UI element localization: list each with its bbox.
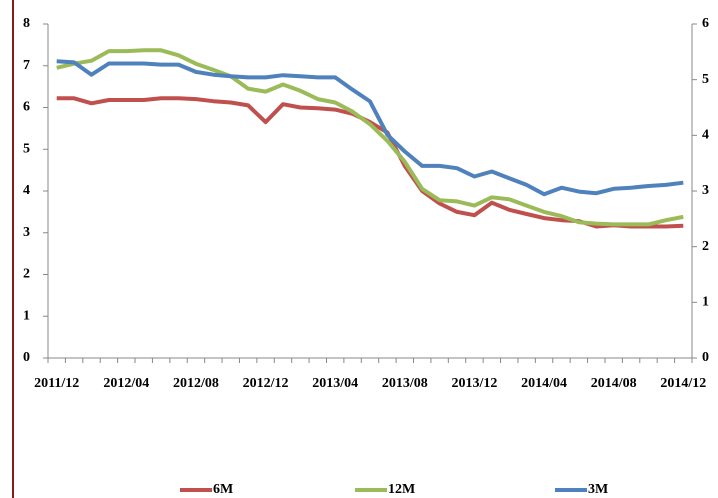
- y2-tick-label: 2: [702, 239, 709, 254]
- y2-tick-label: 5: [702, 72, 709, 87]
- y-tick-label: 0: [23, 350, 30, 365]
- y-tick-label: 6: [23, 100, 30, 115]
- x-tick-label: 2011/12: [34, 376, 79, 391]
- y2-tick-label: 1: [702, 295, 709, 310]
- legend-label: 3M: [588, 482, 608, 497]
- y-tick-label: 2: [23, 267, 30, 282]
- x-tick-label: 2012/12: [243, 376, 289, 391]
- y-tick-label: 5: [23, 141, 30, 156]
- legend-label: 6M: [213, 482, 233, 497]
- x-tick-label: 2013/12: [451, 376, 497, 391]
- y2-tick-label: 3: [702, 183, 709, 198]
- x-tick-label: 2014/04: [521, 376, 567, 391]
- x-tick-label: 2012/04: [103, 376, 149, 391]
- x-tick-label: 2014/08: [591, 376, 637, 391]
- y2-tick-label: 6: [702, 16, 709, 31]
- x-tick-label: 2014/12: [660, 376, 706, 391]
- series-line: [56, 96, 684, 229]
- y-tick-label: 4: [23, 183, 30, 198]
- y-tick-label: 7: [23, 58, 30, 73]
- x-tick-label: 2013/08: [382, 376, 428, 391]
- legend-label: 12M: [388, 482, 415, 497]
- x-tick-label: 2013/04: [312, 376, 358, 391]
- x-tick-label: 2012/08: [173, 376, 219, 391]
- y-tick-label: 3: [23, 225, 30, 240]
- y-tick-label: 1: [23, 308, 30, 323]
- y2-tick-label: 0: [702, 350, 709, 365]
- y2-tick-label: 4: [702, 128, 709, 143]
- y-tick-label: 8: [23, 16, 30, 31]
- series-line: [56, 48, 684, 227]
- series-line: [56, 59, 684, 197]
- page-border: [12, 0, 14, 498]
